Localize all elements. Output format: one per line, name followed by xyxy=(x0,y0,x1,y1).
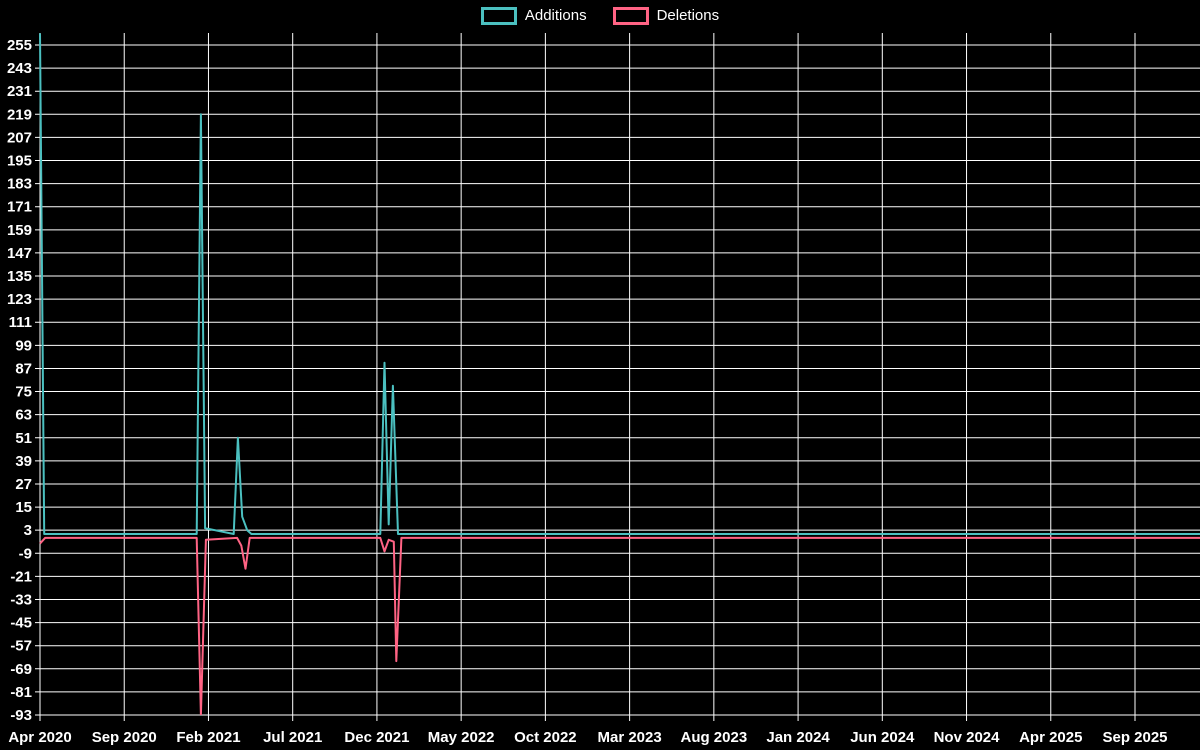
x-tick-label: Sep 2025 xyxy=(1102,729,1167,746)
legend-label: Deletions xyxy=(656,7,720,24)
legend-item-additions[interactable]: Additions xyxy=(480,7,587,25)
y-tick-label: 159 xyxy=(7,222,32,239)
x-tick-label: Apr 2020 xyxy=(8,729,71,746)
y-tick-label: 51 xyxy=(15,430,32,447)
x-tick-label: Jul 2021 xyxy=(263,729,322,746)
series-line-deletions xyxy=(39,536,1200,715)
y-tick-label: 15 xyxy=(15,499,32,516)
y-tick-label: -93 xyxy=(10,707,32,724)
y-tick-label: 27 xyxy=(15,476,32,493)
y-tick-label: 135 xyxy=(7,268,32,285)
x-tick-label: Jan 2024 xyxy=(766,729,830,746)
x-tick-label: May 2022 xyxy=(428,729,495,746)
y-tick-label: 171 xyxy=(7,199,32,216)
y-tick-label: -21 xyxy=(10,568,32,585)
y-tick-label: 99 xyxy=(15,337,32,354)
y-tick-label: 219 xyxy=(7,106,32,123)
y-tick-label: 183 xyxy=(7,176,32,193)
legend-item-deletions[interactable]: Deletions xyxy=(612,7,720,25)
x-tick-label: Nov 2024 xyxy=(934,729,1001,746)
y-tick-label: -81 xyxy=(10,684,32,701)
x-tick-label: Sep 2020 xyxy=(92,729,157,746)
legend-label: Additions xyxy=(524,7,587,24)
y-tick-label: 123 xyxy=(7,291,32,308)
y-tick-label: 207 xyxy=(7,129,32,146)
y-tick-label: -9 xyxy=(19,545,32,562)
y-tick-label: -57 xyxy=(10,638,32,655)
y-tick-label: 75 xyxy=(15,384,32,401)
y-tick-label: 111 xyxy=(9,314,32,331)
y-tick-label: 195 xyxy=(7,153,32,170)
series-line-additions xyxy=(39,33,1200,535)
y-tick-label: 39 xyxy=(15,453,32,470)
y-tick-label: 255 xyxy=(7,37,32,54)
x-tick-label: Apr 2025 xyxy=(1019,729,1082,746)
x-tick-label: Feb 2021 xyxy=(176,729,240,746)
x-tick-label: Oct 2022 xyxy=(514,729,577,746)
y-tick-label: 3 xyxy=(24,522,32,539)
y-tick-label: -45 xyxy=(10,615,32,632)
y-tick-label: 231 xyxy=(7,83,32,100)
x-tick-label: Mar 2023 xyxy=(598,729,662,746)
x-tick-label: Dec 2021 xyxy=(344,729,409,746)
y-tick-label: 63 xyxy=(15,407,32,424)
legend-swatch-deletions xyxy=(612,7,649,25)
y-tick-label: -33 xyxy=(10,591,32,608)
y-tick-label: 147 xyxy=(7,245,32,262)
legend: Additions Deletions xyxy=(0,7,1200,25)
y-tick-label: 243 xyxy=(7,60,32,77)
y-tick-label: -69 xyxy=(10,661,32,678)
y-tick-label: 87 xyxy=(15,360,32,377)
x-tick-label: Jun 2024 xyxy=(850,729,915,746)
x-tick-label: Aug 2023 xyxy=(680,729,747,746)
legend-swatch-additions xyxy=(480,7,517,25)
